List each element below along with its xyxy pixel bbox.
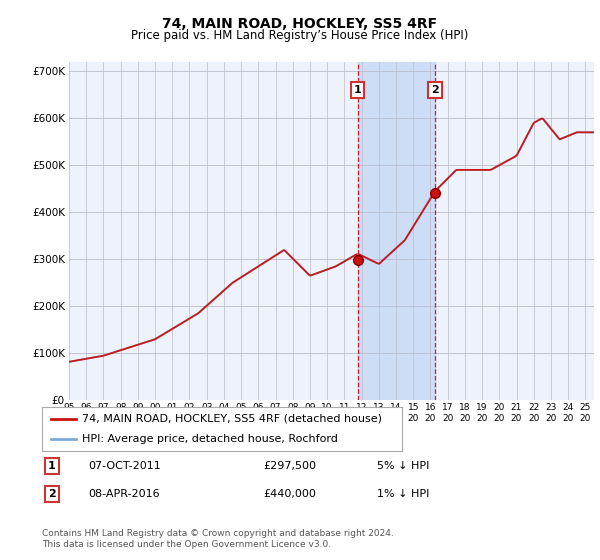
Text: 74, MAIN ROAD, HOCKLEY, SS5 4RF: 74, MAIN ROAD, HOCKLEY, SS5 4RF [163, 17, 437, 31]
Text: 1: 1 [48, 461, 56, 471]
Text: 1: 1 [354, 85, 362, 95]
Text: 08-APR-2016: 08-APR-2016 [88, 489, 160, 499]
Text: Contains HM Land Registry data © Crown copyright and database right 2024.
This d: Contains HM Land Registry data © Crown c… [42, 529, 394, 549]
Text: 2: 2 [431, 85, 439, 95]
Text: Price paid vs. HM Land Registry’s House Price Index (HPI): Price paid vs. HM Land Registry’s House … [131, 29, 469, 42]
Text: 74, MAIN ROAD, HOCKLEY, SS5 4RF (detached house): 74, MAIN ROAD, HOCKLEY, SS5 4RF (detache… [82, 414, 382, 424]
Text: 2: 2 [48, 489, 56, 499]
Text: 1% ↓ HPI: 1% ↓ HPI [377, 489, 429, 499]
Text: £297,500: £297,500 [263, 461, 316, 471]
Text: HPI: Average price, detached house, Rochford: HPI: Average price, detached house, Roch… [82, 434, 337, 444]
Bar [358, 62, 435, 400]
Text: 07-OCT-2011: 07-OCT-2011 [88, 461, 161, 471]
Text: £440,000: £440,000 [263, 489, 316, 499]
Text: 5% ↓ HPI: 5% ↓ HPI [377, 461, 429, 471]
